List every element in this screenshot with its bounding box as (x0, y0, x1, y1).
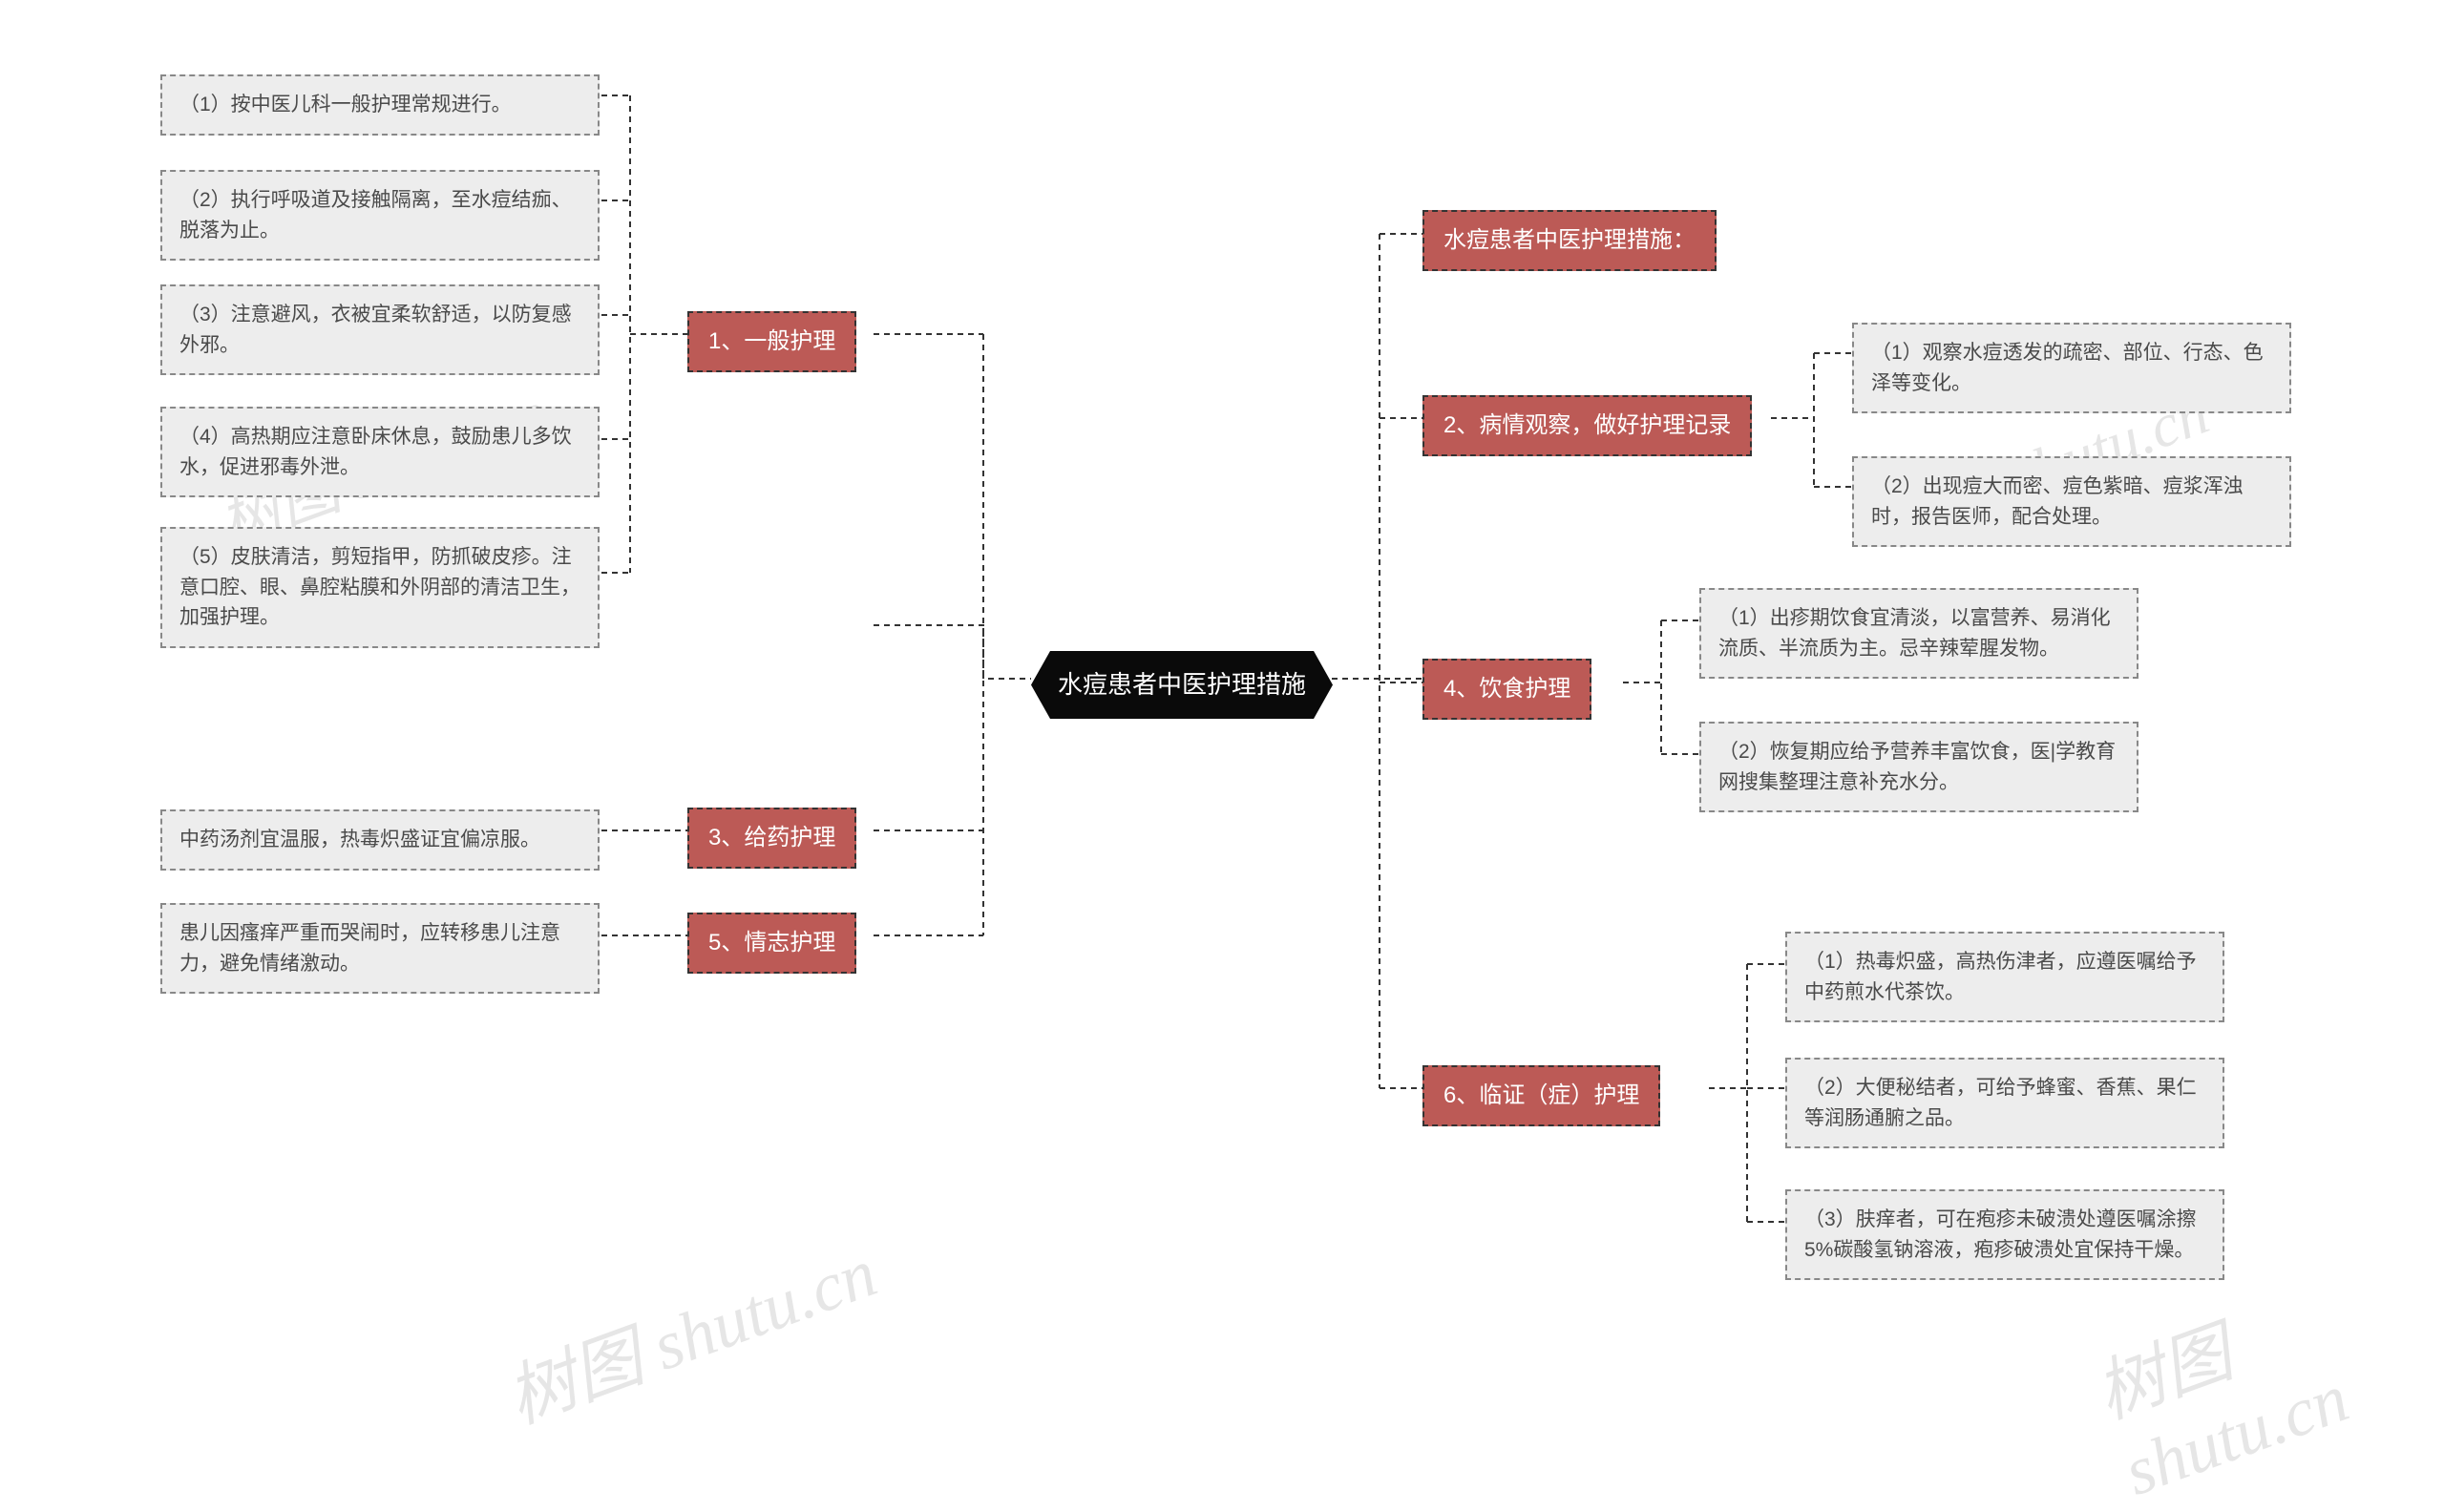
branch-node: 2、病情观察，做好护理记录 (1422, 395, 1752, 456)
leaf-node: （1）热毒炽盛，高热伤津者，应遵医嘱给予中药煎水代茶饮。 (1785, 932, 2224, 1022)
branch-node: 3、给药护理 (687, 808, 856, 869)
leaf-node: （1）出疹期饮食宜清淡，以富营养、易消化流质、半流质为主。忌辛辣荤腥发物。 (1699, 588, 2138, 679)
leaf-node: 中药汤剂宜温服，热毒炽盛证宜偏凉服。 (160, 809, 600, 871)
branch-node: 1、一般护理 (687, 311, 856, 372)
leaf-node: （4）高热期应注意卧床休息，鼓励患儿多饮水，促进邪毒外泄。 (160, 407, 600, 497)
branch-node: 6、临证（症）护理 (1422, 1065, 1660, 1126)
watermark: 树图 shutu.cn (491, 1216, 888, 1442)
leaf-node: （3）注意避风，衣被宜柔软舒适，以防复感外邪。 (160, 284, 600, 375)
leaf-node: （1）按中医儿科一般护理常规进行。 (160, 74, 600, 136)
leaf-node: 患儿因瘙痒严重而哭闹时，应转移患儿注意力，避免情绪激动。 (160, 903, 600, 994)
leaf-node: （1）观察水痘透发的疏密、部位、行态、色泽等变化。 (1852, 323, 2291, 413)
branch-node: 水痘患者中医护理措施： (1422, 210, 1717, 271)
branch-node: 5、情志护理 (687, 913, 856, 974)
leaf-node: （2）恢复期应给予营养丰富饮食，医|学教育网搜集整理注意补充水分。 (1699, 722, 2138, 812)
leaf-node: （3）肤痒者，可在疱疹未破溃处遵医嘱涂擦5%碳酸氢钠溶液，疱疹破溃处宜保持干燥。 (1785, 1189, 2224, 1280)
leaf-node: （2）大便秘结者，可给予蜂蜜、香蕉、果仁等润肠通腑之品。 (1785, 1058, 2224, 1148)
leaf-node: （2）出现痘大而密、痘色紫暗、痘浆浑浊时，报告医师，配合处理。 (1852, 456, 2291, 547)
branch-node: 4、饮食护理 (1422, 659, 1591, 720)
leaf-node: （2）执行呼吸道及接触隔离，至水痘结痂、脱落为止。 (160, 170, 600, 261)
leaf-node: （5）皮肤清洁，剪短指甲，防抓破皮疹。注意口腔、眼、鼻腔粘膜和外阴部的清洁卫生，… (160, 527, 600, 648)
root-node: 水痘患者中医护理措施 (1031, 651, 1333, 719)
